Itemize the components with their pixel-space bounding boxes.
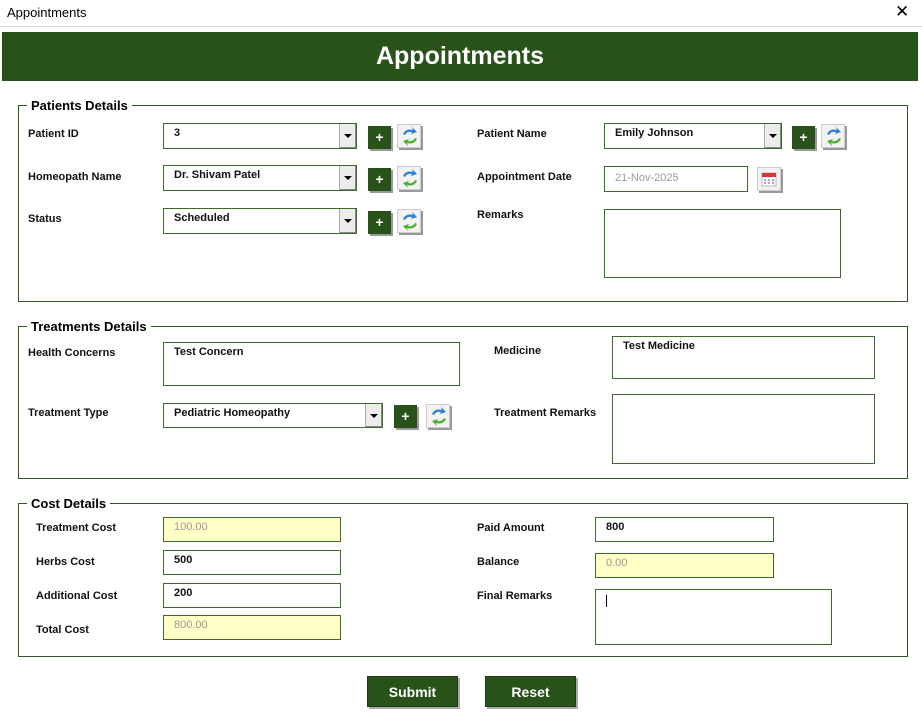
patients-details-section xyxy=(18,105,908,302)
reset-button[interactable]: Reset xyxy=(485,676,576,707)
total-cost-label: Total Cost xyxy=(36,624,89,636)
window-title: Appointments xyxy=(7,5,87,20)
patient-name-combo[interactable]: Emily Johnson xyxy=(604,123,782,149)
homeopath-combo[interactable]: Dr. Shivam Patel xyxy=(163,165,357,191)
chevron-down-icon[interactable] xyxy=(339,124,356,148)
refresh-icon[interactable] xyxy=(397,209,421,233)
window-titlebar: Appointments ✕ xyxy=(0,0,922,27)
treatment-cost-field: 100.00 xyxy=(163,517,341,542)
status-label: Status xyxy=(28,213,62,225)
herbs-cost-field[interactable]: 500 xyxy=(163,550,341,575)
refresh-icon[interactable] xyxy=(397,166,421,190)
additional-cost-field[interactable]: 200 xyxy=(163,583,341,608)
remarks-label: Remarks xyxy=(477,209,524,221)
health-concerns-label: Health Concerns xyxy=(28,347,116,359)
status-value: Scheduled xyxy=(174,212,230,224)
homeopath-value: Dr. Shivam Patel xyxy=(174,169,261,181)
treatment-remarks-field[interactable] xyxy=(612,394,875,464)
treatments-details-section xyxy=(18,326,908,479)
treatments-details-legend: Treatments Details xyxy=(27,319,151,334)
cost-details-section xyxy=(18,503,908,657)
chevron-down-icon[interactable] xyxy=(365,404,382,427)
health-concerns-field[interactable]: Test Concern xyxy=(163,342,460,386)
status-combo[interactable]: Scheduled xyxy=(163,208,357,234)
final-remarks-field[interactable] xyxy=(595,589,832,645)
patient-name-label: Patient Name xyxy=(477,128,547,140)
refresh-icon[interactable] xyxy=(821,124,845,148)
treatment-remarks-label: Treatment Remarks xyxy=(494,407,597,419)
chevron-down-icon[interactable] xyxy=(339,209,356,233)
patient-id-label: Patient ID xyxy=(28,128,79,140)
appointment-date-field[interactable]: 21-Nov-2025 xyxy=(604,166,748,192)
page-title: Appointments xyxy=(2,32,918,81)
patient-id-combo[interactable]: 3 xyxy=(163,123,357,149)
herbs-cost-label: Herbs Cost xyxy=(36,556,95,568)
refresh-icon[interactable] xyxy=(397,124,421,148)
close-icon[interactable]: ✕ xyxy=(895,2,910,21)
balance-label: Balance xyxy=(477,556,520,568)
add-homeopath-button[interactable]: + xyxy=(368,168,391,191)
medicine-field[interactable]: Test Medicine xyxy=(612,336,875,379)
text-cursor xyxy=(606,595,607,607)
add-patient-name-button[interactable]: + xyxy=(792,126,815,149)
chevron-down-icon[interactable] xyxy=(764,124,781,148)
medicine-label: Medicine xyxy=(494,345,542,357)
add-patient-id-button[interactable]: + xyxy=(368,126,391,149)
homeopath-label: Homeopath Name xyxy=(28,171,122,183)
final-remarks-label: Final Remarks xyxy=(477,590,553,602)
patients-details-legend: Patients Details xyxy=(27,98,132,113)
treatment-type-label: Treatment Type xyxy=(28,407,109,419)
treatment-cost-label: Treatment Cost xyxy=(36,522,117,534)
refresh-icon[interactable] xyxy=(426,404,450,428)
cost-details-legend: Cost Details xyxy=(27,496,111,511)
patient-name-value: Emily Johnson xyxy=(615,127,694,139)
appointment-date-label: Appointment Date xyxy=(477,171,572,183)
calendar-icon[interactable] xyxy=(757,167,781,191)
paid-amount-label: Paid Amount xyxy=(477,522,545,534)
treatment-type-combo[interactable]: Pediatric Homeopathy xyxy=(163,403,383,428)
add-status-button[interactable]: + xyxy=(368,211,391,234)
submit-button[interactable]: Submit xyxy=(367,676,458,707)
treatment-type-value: Pediatric Homeopathy xyxy=(174,407,291,419)
remarks-textarea[interactable] xyxy=(604,209,841,278)
add-treatment-type-button[interactable]: + xyxy=(394,405,417,428)
patient-id-value: 3 xyxy=(174,127,181,139)
chevron-down-icon[interactable] xyxy=(339,166,356,190)
paid-amount-field[interactable]: 800 xyxy=(595,517,774,542)
total-cost-field: 800.00 xyxy=(163,615,341,640)
additional-cost-label: Additional Cost xyxy=(36,590,118,602)
balance-field: 0.00 xyxy=(595,553,774,578)
